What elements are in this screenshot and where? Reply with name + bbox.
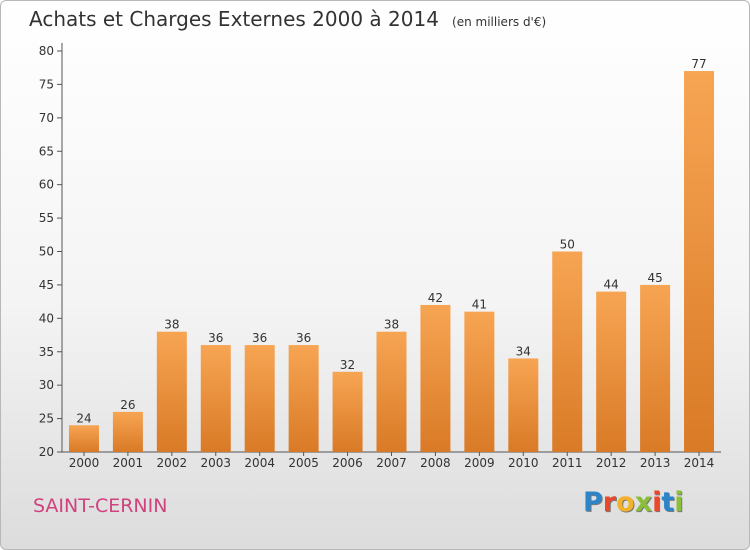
y-tick-label: 50 (39, 245, 54, 259)
bar (376, 331, 407, 452)
bar (156, 331, 187, 452)
bar (596, 291, 627, 452)
bar (244, 345, 275, 452)
data-label: 45 (647, 271, 662, 285)
x-tick-label: 2014 (684, 456, 715, 470)
data-label: 50 (560, 238, 575, 252)
data-label: 44 (604, 278, 619, 292)
data-label: 77 (691, 57, 706, 71)
logo-letter: i (674, 487, 684, 518)
bar (508, 358, 539, 452)
bar (684, 71, 715, 453)
y-tick-label: 30 (39, 378, 54, 392)
data-label: 36 (296, 331, 311, 345)
y-tick-label: 40 (39, 311, 54, 325)
bar (68, 425, 99, 452)
x-tick-label: 2007 (376, 456, 407, 470)
bar (332, 371, 363, 452)
bar (420, 304, 451, 452)
proxiti-logo: Proxiti (583, 487, 684, 518)
y-tick-label: 25 (39, 412, 54, 426)
data-label: 24 (76, 411, 91, 425)
bar (288, 345, 319, 452)
data-label: 38 (164, 318, 179, 332)
x-tick-label: 2001 (113, 456, 144, 470)
y-tick-label: 65 (39, 144, 54, 158)
logo-letter: o (616, 487, 635, 518)
x-tick-label: 2008 (420, 456, 451, 470)
data-label: 38 (384, 318, 399, 332)
x-tick-label: 2006 (332, 456, 363, 470)
title-text: Achats et Charges Externes 2000 à 2014 (29, 7, 439, 31)
x-tick-label: 2002 (157, 456, 188, 470)
y-tick-label: 35 (39, 345, 54, 359)
data-label: 26 (120, 398, 135, 412)
y-tick-label: 75 (39, 77, 54, 91)
data-label: 36 (208, 331, 223, 345)
y-tick-label: 55 (39, 211, 54, 225)
y-tick-label: 70 (39, 111, 54, 125)
x-tick-label: 2011 (552, 456, 583, 470)
bar (112, 411, 143, 452)
bar (640, 284, 671, 452)
logo-letter: i (652, 487, 662, 518)
y-tick-label: 80 (39, 44, 54, 58)
bar (552, 251, 583, 452)
x-tick-label: 2005 (288, 456, 319, 470)
data-label: 41 (472, 298, 487, 312)
x-tick-label: 2013 (640, 456, 671, 470)
x-tick-label: 2012 (596, 456, 627, 470)
commune-name: SAINT-CERNIN (33, 495, 168, 517)
y-tick-label: 20 (39, 445, 54, 459)
bar (200, 345, 231, 452)
logo-letter: t (661, 487, 675, 518)
x-tick-label: 2010 (508, 456, 539, 470)
logo-letter: r (602, 487, 617, 518)
y-tick-label: 60 (39, 178, 54, 192)
chart-title: Achats et Charges Externes 2000 à 2014 (… (29, 7, 546, 31)
y-tick-label: 45 (39, 278, 54, 292)
unit-note: (en milliers d'€) (452, 15, 547, 29)
data-label: 32 (340, 358, 355, 372)
data-label: 42 (428, 291, 443, 305)
data-label: 34 (516, 344, 531, 358)
x-tick-label: 2003 (200, 456, 231, 470)
data-label: 36 (252, 331, 267, 345)
logo-letter: x (634, 487, 653, 518)
bar (464, 311, 495, 452)
x-tick-label: 2000 (69, 456, 100, 470)
logo-letter: P (583, 487, 603, 518)
x-tick-label: 2009 (464, 456, 495, 470)
x-tick-label: 2004 (244, 456, 275, 470)
